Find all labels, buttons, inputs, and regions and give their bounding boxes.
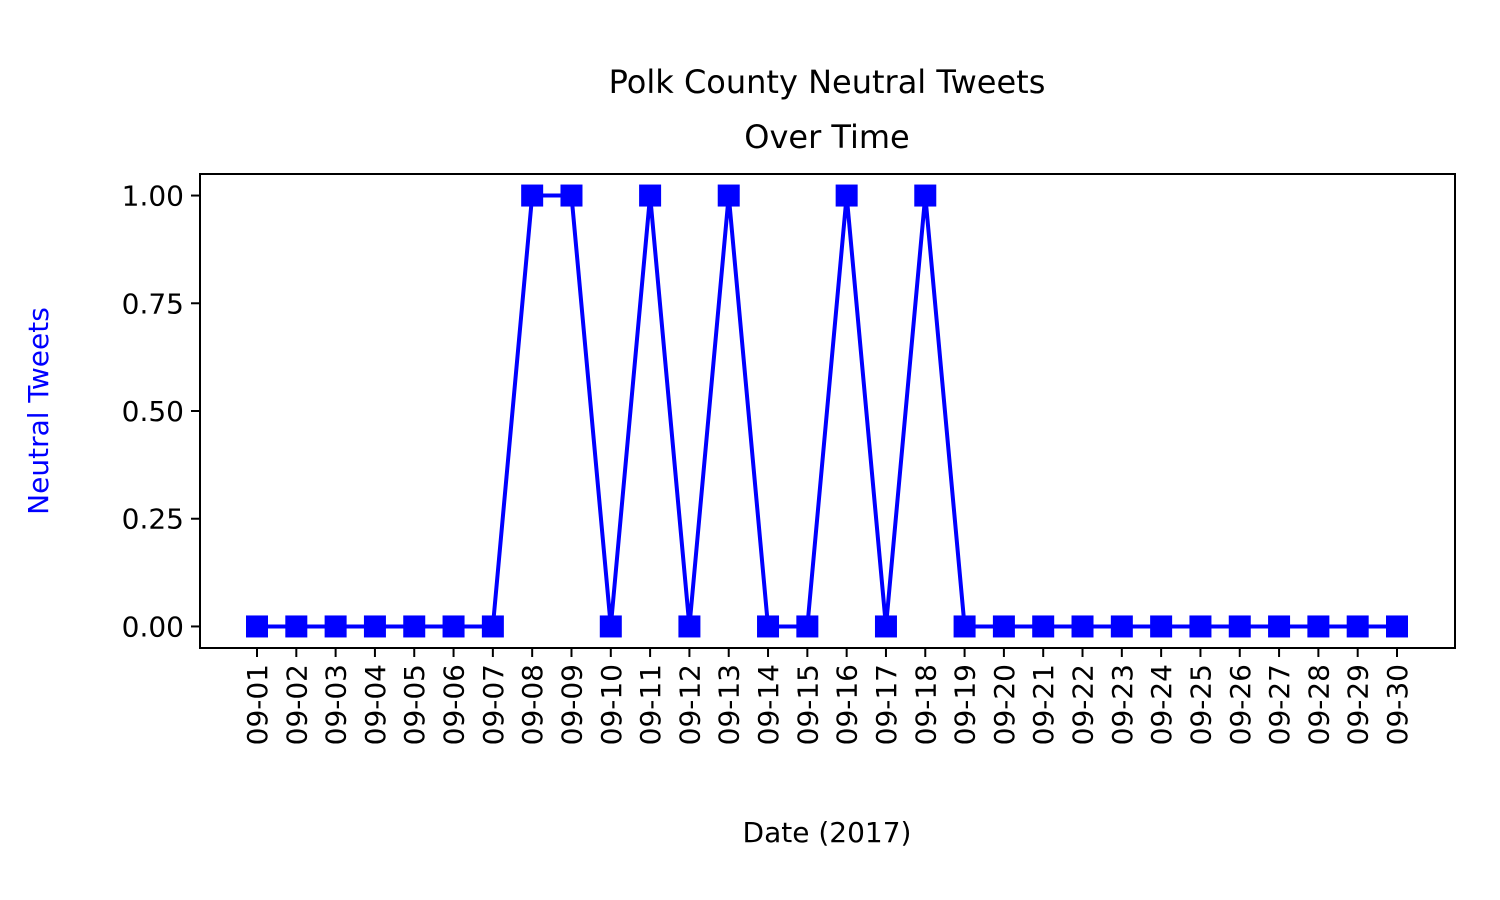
x-tick-label: 09-17 <box>870 664 903 745</box>
data-point <box>1307 615 1330 638</box>
x-tick-label: 09-06 <box>438 664 471 745</box>
x-tick-label: 09-07 <box>477 664 510 745</box>
data-point <box>1150 615 1173 638</box>
y-tick-label: 1.00 <box>122 180 184 213</box>
x-tick-label: 09-15 <box>791 664 824 745</box>
data-point <box>757 615 780 638</box>
x-tick-label: 09-19 <box>949 664 982 745</box>
data-point <box>1189 615 1212 638</box>
x-axis-label: Date (2017) <box>743 816 912 849</box>
x-tick-label: 09-14 <box>752 664 785 745</box>
y-tick-label: 0.00 <box>122 610 184 643</box>
data-point <box>1110 615 1133 638</box>
x-tick-label: 09-23 <box>1106 664 1139 745</box>
data-point <box>1071 615 1094 638</box>
data-point <box>835 184 858 207</box>
x-tick-label: 09-25 <box>1184 664 1217 745</box>
y-tick-label: 0.50 <box>122 395 184 428</box>
data-point <box>639 184 662 207</box>
plot-frame <box>199 173 1456 649</box>
x-tick-label: 09-20 <box>988 664 1021 745</box>
data-point <box>717 184 740 207</box>
y-axis-label: Neutral Tweets <box>22 307 55 515</box>
x-tick-label: 09-21 <box>1027 664 1060 745</box>
series-group <box>246 184 1408 638</box>
data-point <box>796 615 819 638</box>
data-point <box>560 184 583 207</box>
x-tick-label: 09-28 <box>1302 664 1335 745</box>
data-point <box>246 615 268 638</box>
data-point <box>1386 615 1408 638</box>
data-point <box>481 615 504 638</box>
chart-subtitle: Over Time <box>744 118 909 156</box>
x-tick-label: 09-12 <box>673 664 706 745</box>
x-tick-label: 09-04 <box>359 664 392 745</box>
x-tick-label: 09-27 <box>1263 664 1296 745</box>
x-tick-label: 09-26 <box>1224 664 1257 745</box>
x-tick-label: 09-16 <box>831 664 864 745</box>
x-tick-label: 09-03 <box>320 664 353 745</box>
data-point <box>953 615 976 638</box>
data-point <box>442 615 465 638</box>
series-line <box>257 193 1397 629</box>
x-tick-label: 09-18 <box>909 664 942 745</box>
data-point <box>1268 615 1291 638</box>
data-point <box>992 615 1015 638</box>
data-point <box>599 615 622 638</box>
data-point <box>914 184 937 207</box>
x-tick-label: 09-09 <box>555 664 588 745</box>
data-point <box>403 615 426 638</box>
data-point <box>521 184 544 207</box>
x-tick-label: 09-24 <box>1145 664 1178 745</box>
y-tick-label: 0.75 <box>122 287 184 320</box>
x-tick-label: 09-01 <box>241 664 274 745</box>
data-point <box>324 615 347 638</box>
x-tick-label: 09-13 <box>713 664 746 745</box>
x-axis: 09-01 09-02 09-03 09-04 09-05 09-06 09-07 09-08… <box>241 648 1414 745</box>
x-tick-label: 09-08 <box>516 664 549 745</box>
data-point <box>363 615 386 638</box>
x-tick-label: 09-11 <box>634 664 667 745</box>
y-axis: 0.00 0.25 0.50 0.75 1.00 <box>122 180 200 643</box>
chart-title: Polk County Neutral Tweets <box>609 63 1046 101</box>
x-tick-label: 09-10 <box>595 664 628 745</box>
data-point <box>1346 615 1369 638</box>
data-point <box>1228 615 1251 638</box>
data-point <box>1032 615 1055 638</box>
y-tick-label: 0.25 <box>122 503 184 536</box>
x-tick-label: 09-02 <box>280 664 313 745</box>
x-tick-label: 09-22 <box>1067 664 1100 745</box>
x-tick-label: 09-30 <box>1381 664 1414 745</box>
data-point <box>874 615 897 638</box>
x-tick-label: 09-29 <box>1342 664 1375 745</box>
data-point <box>678 615 701 638</box>
x-tick-label: 09-05 <box>398 664 431 745</box>
data-point <box>285 615 308 638</box>
